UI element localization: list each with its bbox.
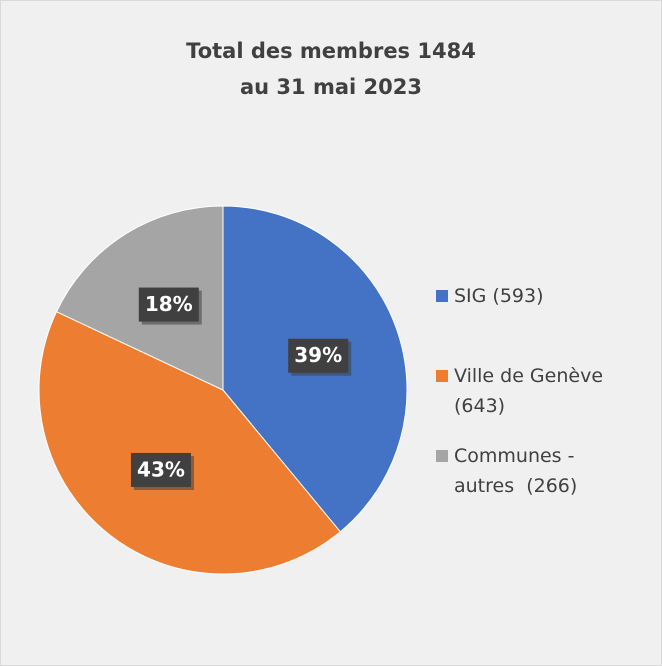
data-label-text: 43% [137,457,185,481]
data-label-box [138,287,199,322]
chart-title: au 31 mai 2023 [240,75,422,99]
data-label-box [288,338,349,373]
data-label-box [130,452,191,487]
legend-item: Communes - autres (266) [436,441,606,501]
legend-item: SIG (593) [436,281,606,311]
pie-slice [38,310,341,575]
data-label: 43% [130,452,194,490]
legend-label: SIG (593) [454,285,544,307]
legend-swatch [436,290,448,302]
chart-title: Total des membres 1484 [186,39,476,63]
legend-swatch [436,450,448,462]
data-label-text: 39% [294,343,342,367]
data-label: 18% [138,287,202,325]
data-label: 39% [288,338,352,376]
data-label-text: 18% [145,292,193,316]
legend-swatch [436,370,448,382]
legend-label: Communes - autres (266) [454,445,581,497]
legend-item: Ville de Genève (643) [436,361,606,421]
legend-label: Ville de Genève (643) [454,365,610,417]
